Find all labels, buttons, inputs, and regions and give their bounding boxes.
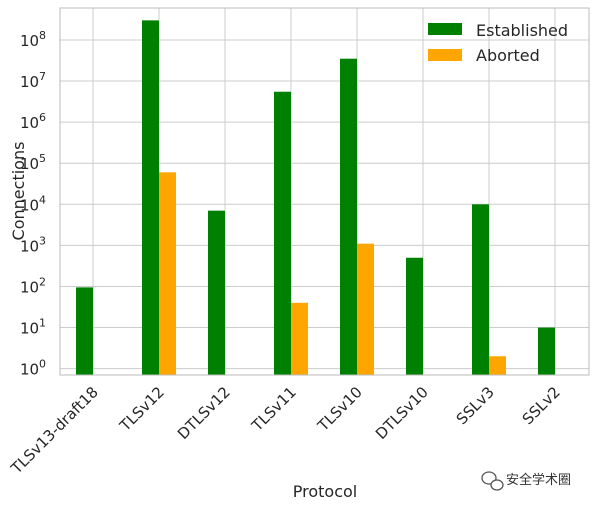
bar-established-tlsv11 <box>274 92 291 375</box>
y-tick-label: 101 <box>20 317 46 338</box>
x-tick-label: SSLv3 <box>453 383 498 428</box>
bar-established-dtlsv12 <box>208 211 225 375</box>
legend-label-established: Established <box>476 21 568 40</box>
watermark-text: 安全学术圈 <box>506 472 571 488</box>
bar-aborted-tlsv11 <box>291 303 308 375</box>
x-tick-label: DTLSv10 <box>372 383 432 443</box>
legend-swatch-established <box>428 23 462 35</box>
bar-aborted-tlsv10 <box>357 244 374 375</box>
bar-established-sslv3 <box>472 204 489 375</box>
x-tick-label: TLSv13-draft18 <box>7 383 102 478</box>
y-axis-title: Connections <box>9 142 28 241</box>
x-axis-ticks: TLSv13-draft18 TLSv12 DTLSv12 TLSv11 TLSv10 D… <box>7 383 564 478</box>
y-tick-label: 100 <box>20 358 46 379</box>
y-tick-label: 107 <box>20 70 46 91</box>
y-tick-label: 102 <box>20 275 46 296</box>
x-tick-label: TLSv10 <box>313 383 365 435</box>
bar-established-tlsv10 <box>340 59 357 375</box>
x-tick-label: TLSv12 <box>115 383 167 435</box>
x-tick-label: TLSv11 <box>247 383 299 435</box>
x-tick-label: DTLSv12 <box>174 383 234 443</box>
x-tick-label: SSLv2 <box>519 383 564 428</box>
bar-established-sslv2 <box>538 328 555 375</box>
wechat-icon <box>482 472 503 490</box>
bar-established-dtlsv10 <box>406 258 423 375</box>
bar-aborted-tlsv12 <box>159 172 176 375</box>
bar-established-tlsv12 <box>142 20 159 375</box>
y-tick-label: 108 <box>20 29 46 50</box>
bar-established-tlsv13-draft18 <box>76 287 93 375</box>
legend-label-aborted: Aborted <box>476 46 540 65</box>
bar-aborted-sslv3 <box>489 356 506 375</box>
watermark: 安全学术圈 <box>482 472 571 490</box>
legend-swatch-aborted <box>428 49 462 61</box>
y-tick-label: 106 <box>20 111 46 132</box>
x-axis-title: Protocol <box>293 482 357 501</box>
